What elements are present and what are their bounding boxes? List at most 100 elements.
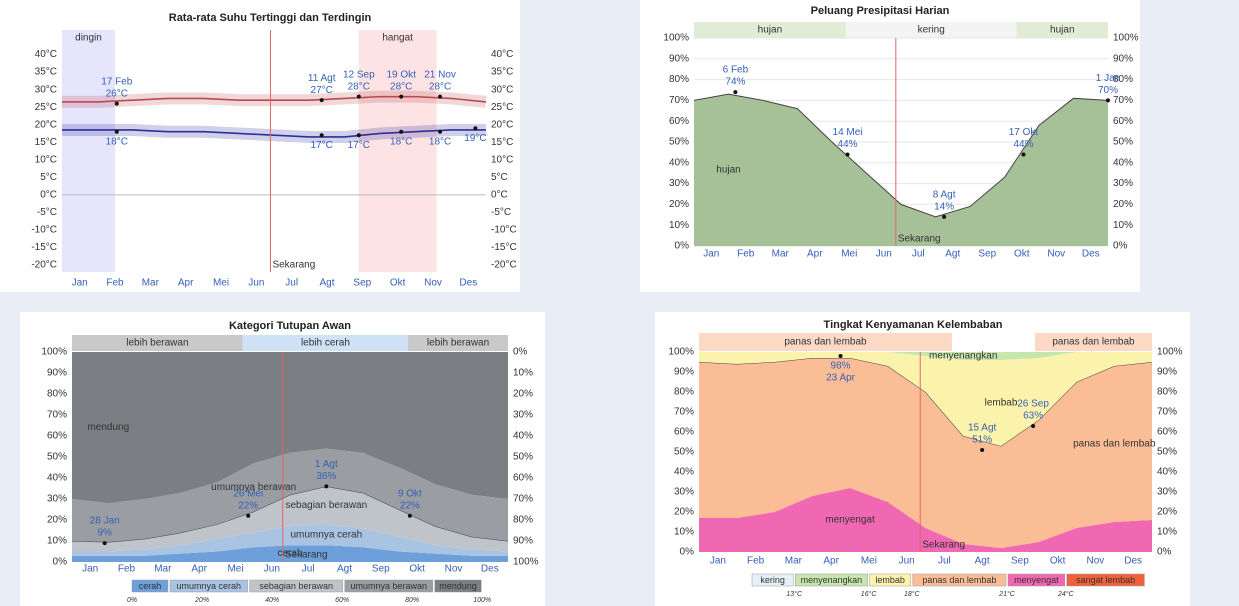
y2-tick-label: 30% xyxy=(513,410,533,421)
x-tick-label: Des xyxy=(1082,249,1100,260)
annotation-point xyxy=(319,98,324,103)
now-label: Sekarang xyxy=(898,234,941,245)
y2-tick-label: 30% xyxy=(1113,178,1133,189)
annotation-value: 14% xyxy=(934,202,954,213)
band-label: panas dan lembab xyxy=(1052,337,1135,348)
x-tick-label: Sep xyxy=(978,249,996,260)
y2-tick-label: 60% xyxy=(1113,116,1133,127)
y-tick-label: 50% xyxy=(47,452,67,463)
legend-tick: 18°C xyxy=(904,590,921,598)
annotation-value: 98% xyxy=(831,361,851,372)
x-tick-label: Nov xyxy=(1047,249,1065,260)
y-tick-label: -10°C xyxy=(31,225,57,236)
x-tick-label: Apr xyxy=(807,249,823,260)
annotation-value: 27°C xyxy=(311,85,333,96)
x-tick-label: Mei xyxy=(227,564,243,575)
region-label: umumnya cerah xyxy=(290,529,362,540)
x-tick-label: Apr xyxy=(823,556,839,567)
x-tick-label: Jan xyxy=(82,564,98,575)
y-tick-label: 0°C xyxy=(40,189,57,200)
y-tick-label: 30% xyxy=(47,494,67,505)
legend-label: mendung xyxy=(439,581,477,591)
annotation-point xyxy=(356,94,361,99)
annotation-point xyxy=(1031,424,1036,428)
annotation-value: 74% xyxy=(725,77,745,88)
y-tick-label: 10°C xyxy=(35,154,57,165)
annotation-date: 17 Feb xyxy=(101,76,133,87)
y2-tick-label: 20% xyxy=(1113,199,1133,210)
x-tick-label: Jun xyxy=(876,249,892,260)
x-tick-label: Jul xyxy=(912,249,925,260)
y-tick-label: 70% xyxy=(674,407,694,418)
region-label: hujan xyxy=(716,165,740,176)
annotation-date: 9 Okt xyxy=(398,488,422,499)
y2-tick-label: 30°C xyxy=(491,84,513,95)
legend-tick: 0% xyxy=(127,597,137,604)
y-tick-label: 20% xyxy=(674,507,694,518)
y-tick-label: 20°C xyxy=(35,119,57,130)
y-tick-label: 40% xyxy=(674,467,694,478)
annotation-value: 63% xyxy=(1023,411,1043,422)
x-tick-label: Jan xyxy=(710,556,726,567)
y2-tick-label: -15°C xyxy=(491,242,517,253)
season-band xyxy=(62,30,115,272)
legend-tick: 24°C xyxy=(1057,590,1075,598)
annotation-point xyxy=(473,126,478,131)
x-tick-label: Okt xyxy=(1050,556,1066,567)
region-label: sebagian berawan xyxy=(285,500,367,511)
line xyxy=(62,95,487,103)
annotation-date: 26 Sep xyxy=(1017,399,1049,410)
x-tick-label: Des xyxy=(459,278,477,289)
y2-tick-label: 70% xyxy=(1157,407,1177,418)
y-tick-label: 60% xyxy=(674,427,694,438)
legend-swatch xyxy=(131,579,169,593)
y-tick-label: 10% xyxy=(669,220,689,231)
season-band xyxy=(699,333,952,351)
y2-tick-label: 10% xyxy=(1113,220,1133,231)
x-tick-label: Okt xyxy=(409,564,425,575)
band-label: lebih cerah xyxy=(301,338,350,349)
y2-tick-label: 0% xyxy=(1157,547,1172,558)
y2-tick-label: -20°C xyxy=(491,260,517,271)
y-tick-label: 40% xyxy=(669,157,689,168)
x-tick-label: Jan xyxy=(72,278,88,289)
y-tick-label: 70% xyxy=(47,410,67,421)
annotation-date: 19 Okt xyxy=(386,69,416,80)
season-band xyxy=(358,30,437,272)
annotation-date: 1 Agt xyxy=(315,459,338,470)
annotation-value: 26°C xyxy=(106,88,128,99)
area xyxy=(72,486,508,552)
x-tick-label: Jul xyxy=(938,556,951,567)
region-label: cerah xyxy=(277,548,302,559)
y-tick-label: 30% xyxy=(669,178,689,189)
annotation-value: 18°C xyxy=(390,136,412,147)
season-band xyxy=(845,22,1017,38)
y2-tick-label: 10% xyxy=(1157,527,1177,538)
legend-swatch xyxy=(869,573,912,587)
region-label: lembab xyxy=(985,398,1018,409)
y-tick-label: 100% xyxy=(663,33,689,44)
y-tick-label: 60% xyxy=(47,431,67,442)
region-label: mendung xyxy=(87,422,129,433)
y-tick-label: 5°C xyxy=(40,172,57,183)
region-label: umumnya berawan xyxy=(211,482,296,493)
line xyxy=(62,129,486,138)
region-label: panas dan lembab xyxy=(1073,439,1156,450)
y2-tick-label: 20% xyxy=(1157,507,1177,518)
x-tick-label: Agt xyxy=(945,249,960,260)
band-label: hujan xyxy=(1050,25,1074,36)
annotation-date: 1 Jan xyxy=(1096,73,1120,84)
y-tick-label: 40°C xyxy=(35,49,57,60)
y2-tick-label: 80% xyxy=(513,515,533,526)
now-label: Sekarang xyxy=(922,540,965,551)
chart-title: Rata-rata Suhu Tertinggi dan Terdingin xyxy=(169,12,372,24)
x-tick-label: Mar xyxy=(772,249,790,260)
x-tick-label: Mei xyxy=(213,278,229,289)
y-tick-label: -5°C xyxy=(37,207,57,218)
band-label: hangat xyxy=(382,33,413,44)
y-tick-label: 30% xyxy=(674,487,694,498)
region-label: menyenangkan xyxy=(929,351,997,362)
x-tick-label: Feb xyxy=(747,556,765,567)
y2-tick-label: 100% xyxy=(513,557,539,568)
